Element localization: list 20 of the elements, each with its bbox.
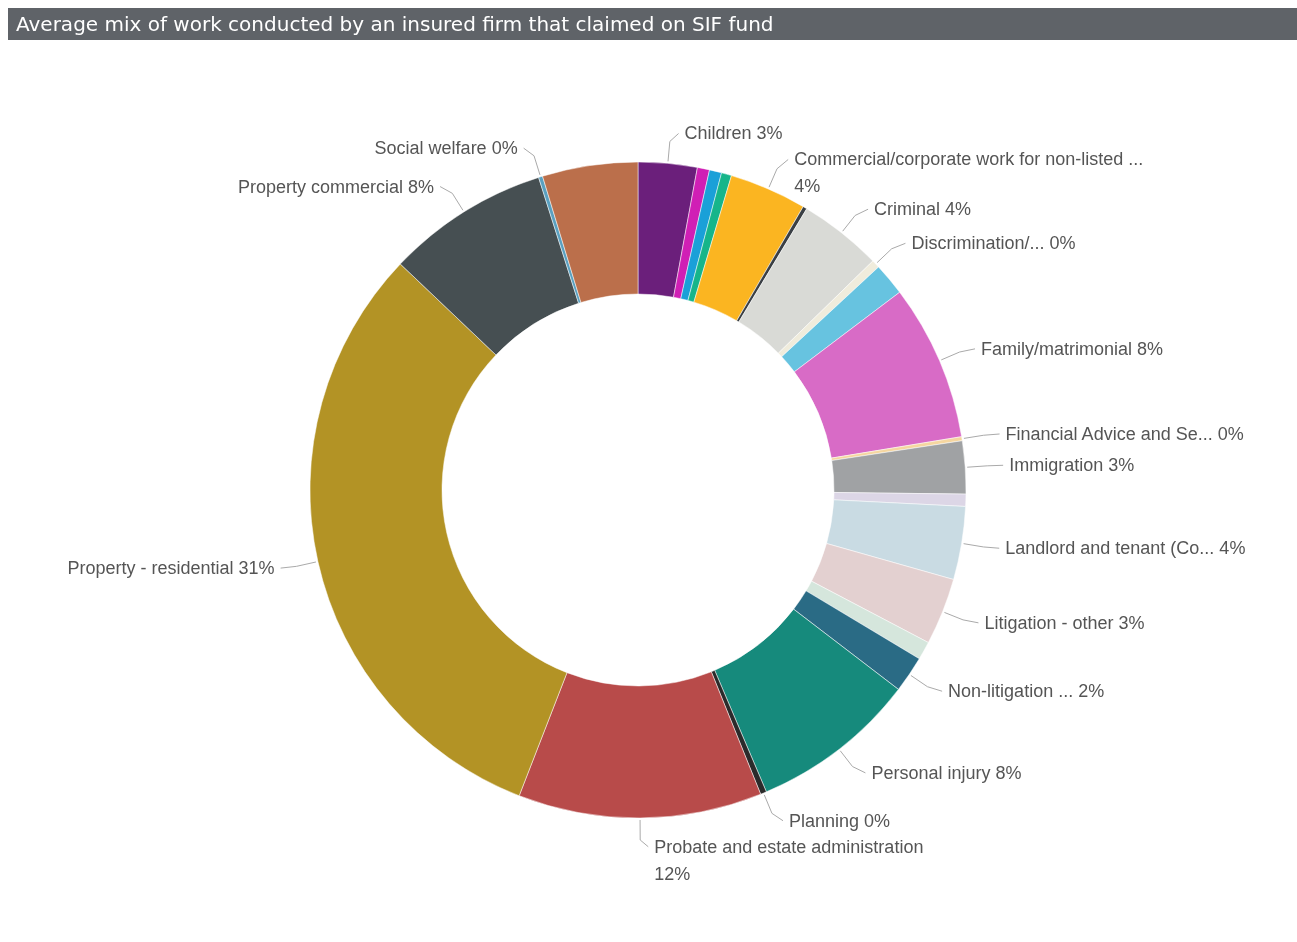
slice-label: Property - residential 31%	[67, 558, 275, 579]
slice-label: Financial Advice and Se... 0%	[1005, 424, 1244, 444]
slice-label: Planning 0%	[789, 810, 891, 831]
slice-label: Property commercial 8%	[238, 176, 435, 197]
slice-label: Criminal 4%	[874, 199, 972, 220]
slice-label: Social welfare 0%	[374, 138, 518, 159]
slice-label: Landlord and tenant (Co... 4%	[1005, 538, 1246, 559]
data-label: 12%	[654, 863, 691, 884]
slice-label: Personal injury 8%	[871, 762, 1022, 783]
slice-label: Immigration 3%	[1009, 455, 1135, 476]
slice-label: Discrimination/... 0%	[911, 233, 1076, 254]
donut-slice	[738, 208, 874, 354]
slice-label: Non-litigation ... 2%	[948, 681, 1105, 702]
slice-label: Commercial/corporate work for non-listed ...	[794, 149, 1144, 170]
chart-title: Average mix of work conducted by an insured firm that claimed on SIF fund	[16, 12, 774, 36]
slice-label: Litigation - other 3%	[984, 612, 1145, 633]
data-label: 4%	[794, 176, 821, 197]
slice-label: Family/matrimonial 8%	[981, 338, 1164, 359]
slice-label: Probate and estate administration	[654, 836, 924, 857]
slice-label: Children 3%	[684, 123, 783, 144]
